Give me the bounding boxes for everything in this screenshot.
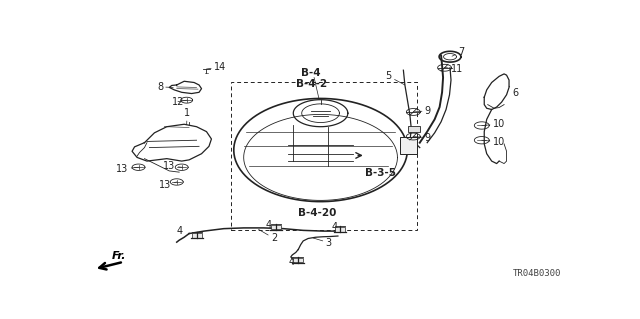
Text: 13: 13 — [163, 161, 182, 171]
Text: 4: 4 — [177, 226, 183, 236]
Text: 14: 14 — [207, 62, 226, 72]
Text: 9: 9 — [413, 133, 431, 143]
Bar — [231, 83, 417, 230]
Text: 1: 1 — [184, 108, 190, 125]
Text: 12: 12 — [172, 97, 187, 107]
Text: 7: 7 — [452, 47, 464, 57]
Text: 6: 6 — [509, 86, 518, 98]
Text: B-4-20: B-4-20 — [298, 208, 337, 219]
Bar — [271, 225, 281, 229]
Text: 10: 10 — [482, 119, 505, 129]
Text: 10: 10 — [482, 137, 505, 147]
Text: 4: 4 — [332, 222, 338, 232]
Text: 13: 13 — [116, 164, 138, 174]
Bar — [191, 233, 202, 238]
Text: 9: 9 — [413, 106, 431, 116]
Text: B-4-2: B-4-2 — [296, 79, 327, 89]
Text: 4: 4 — [288, 257, 294, 267]
Text: 11: 11 — [445, 64, 463, 74]
Text: 13: 13 — [159, 180, 177, 190]
Text: 2: 2 — [259, 229, 277, 243]
Text: Fr.: Fr. — [112, 251, 127, 261]
Text: TR04B0300: TR04B0300 — [513, 269, 561, 278]
Bar — [408, 126, 420, 132]
Text: 8: 8 — [157, 82, 173, 92]
Text: 5: 5 — [385, 71, 405, 85]
Text: B-3-5: B-3-5 — [365, 168, 396, 178]
Text: B-4: B-4 — [301, 68, 321, 78]
Bar — [400, 137, 417, 154]
Text: 3: 3 — [313, 238, 332, 248]
Text: 4: 4 — [266, 220, 272, 230]
Bar — [293, 258, 303, 262]
Bar — [335, 227, 346, 232]
